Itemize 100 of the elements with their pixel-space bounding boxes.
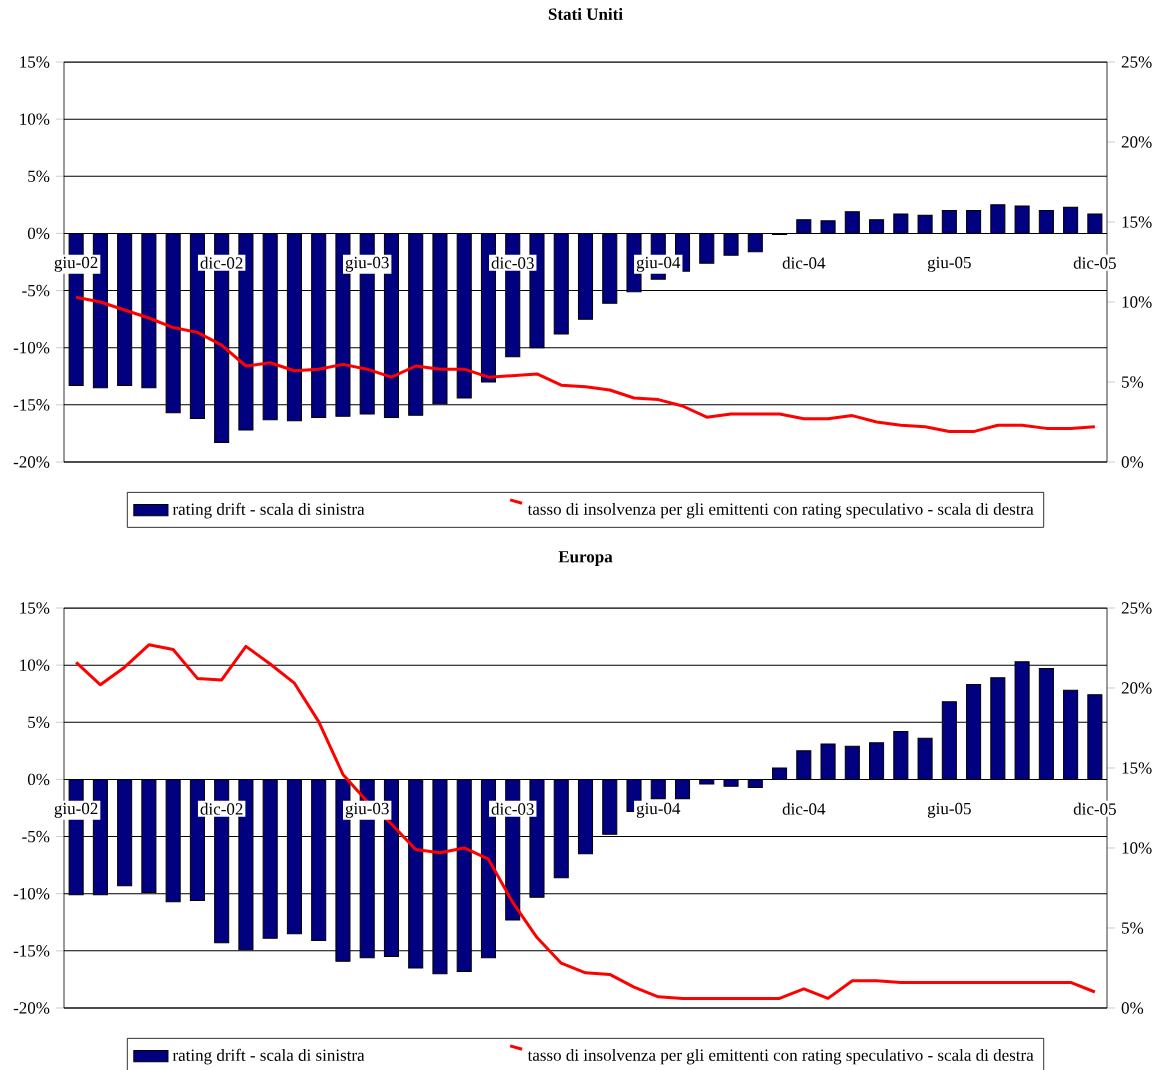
x-tick-label: dic-04 — [782, 256, 826, 269]
bar — [117, 232, 133, 386]
bar — [893, 213, 909, 234]
bar — [1014, 205, 1030, 234]
bar — [432, 232, 448, 405]
bar — [602, 778, 618, 835]
bar — [1038, 210, 1054, 234]
y-tick-label: -20% — [13, 1002, 50, 1014]
y-tick-label: -10% — [13, 341, 50, 354]
bar — [311, 778, 327, 942]
bar — [699, 778, 715, 785]
bar — [432, 778, 448, 975]
bar — [650, 778, 666, 800]
bar — [723, 232, 739, 256]
bar — [286, 232, 302, 422]
x-tick-label: dic-05 — [1073, 802, 1116, 815]
bar — [117, 778, 133, 887]
y-tick-label: 15% — [20, 56, 50, 68]
x-tick-label: dic-03 — [491, 802, 534, 815]
y2-tick-label: 25% — [1121, 56, 1152, 68]
y-tick-label: -20% — [13, 456, 50, 468]
y-tick-label: 15% — [20, 602, 50, 614]
bar — [796, 219, 812, 234]
bar — [1087, 694, 1103, 780]
x-tick-label: giu-02 — [54, 256, 98, 272]
bar — [1063, 689, 1079, 780]
x-tick-label: giu-03 — [345, 802, 389, 818]
bar — [966, 210, 982, 234]
bar — [262, 778, 278, 939]
y-tick-label: 5% — [28, 716, 50, 729]
legend-label: rating drift - scala di sinistra — [172, 1048, 365, 1065]
y2-tick-label: 0% — [1121, 456, 1144, 468]
legend-label: tasso di insolvenza per gli emittenti con rating speculativo - scala di destra — [527, 1048, 1034, 1065]
y2-tick-label: 0% — [1121, 1002, 1144, 1014]
bar — [262, 232, 278, 421]
y2-tick-label: 5% — [1122, 376, 1144, 388]
y-tick-label: 10% — [20, 113, 50, 125]
bar — [456, 778, 472, 972]
y2-tick-label: 10% — [1122, 296, 1152, 308]
y-tick-label: 0% — [27, 227, 50, 240]
x-tick-label: dic-02 — [200, 802, 243, 815]
bar — [747, 232, 763, 253]
x-tick-label: dic-04 — [782, 802, 826, 815]
legend-label: tasso di insolvenza per gli emittenti con rating speculativo - scala di destra — [527, 502, 1034, 519]
bar — [165, 232, 181, 414]
bar — [577, 232, 594, 320]
bar — [408, 232, 424, 416]
x-tick-label: giu-05 — [927, 802, 971, 818]
bar — [674, 778, 691, 800]
bar — [553, 232, 569, 335]
bar — [723, 778, 739, 787]
bar — [165, 778, 181, 903]
x-tick-label: giu-03 — [345, 256, 389, 272]
x-tick-label: dic-05 — [1073, 256, 1116, 269]
y2-tick-label: 25% — [1121, 602, 1152, 614]
y-tick-label: 0% — [27, 773, 50, 786]
bar — [966, 684, 982, 780]
y-tick-label: 5% — [28, 170, 50, 183]
y-tick-label: -15% — [13, 399, 50, 411]
y2-tick-label: 10% — [1122, 842, 1152, 854]
chart-title: Stati Uniti — [548, 7, 623, 20]
bar — [941, 701, 957, 780]
bar — [917, 214, 933, 234]
bar — [141, 778, 157, 894]
bar — [990, 204, 1006, 234]
bar — [286, 778, 302, 935]
bar — [456, 232, 472, 399]
y-tick-label: -10% — [13, 887, 50, 900]
bar — [408, 778, 424, 969]
y2-tick-label: 20% — [1121, 136, 1152, 148]
bar — [844, 211, 860, 234]
bar — [1038, 668, 1054, 780]
bar — [1087, 213, 1103, 234]
x-tick-label: giu-04 — [636, 256, 681, 272]
chart-title: Europa — [558, 551, 613, 566]
bar — [699, 232, 715, 264]
y-tick-label: 10% — [20, 659, 50, 671]
y-tick-label: -15% — [13, 945, 50, 957]
x-tick-label: giu-04 — [636, 802, 681, 818]
bar — [893, 730, 909, 780]
y2-tick-label: 20% — [1121, 682, 1152, 694]
x-tick-label: giu-02 — [54, 802, 98, 818]
bar — [1063, 206, 1079, 234]
y-tick-label: -5% — [22, 284, 50, 297]
bar — [553, 778, 569, 879]
bar — [869, 742, 885, 780]
bar — [869, 219, 885, 234]
bar — [820, 220, 836, 234]
x-tick-label: dic-02 — [200, 256, 243, 269]
y2-tick-label: 15% — [1122, 762, 1152, 774]
bar — [577, 778, 594, 855]
y2-tick-label: 5% — [1122, 922, 1144, 934]
bar — [311, 232, 327, 418]
bar — [820, 743, 836, 780]
x-tick-label: dic-03 — [491, 256, 534, 269]
y2-tick-label: 15% — [1122, 216, 1152, 228]
bar — [747, 778, 763, 788]
bar — [844, 745, 860, 780]
y-tick-label: -5% — [22, 830, 50, 843]
bar — [1014, 661, 1030, 780]
